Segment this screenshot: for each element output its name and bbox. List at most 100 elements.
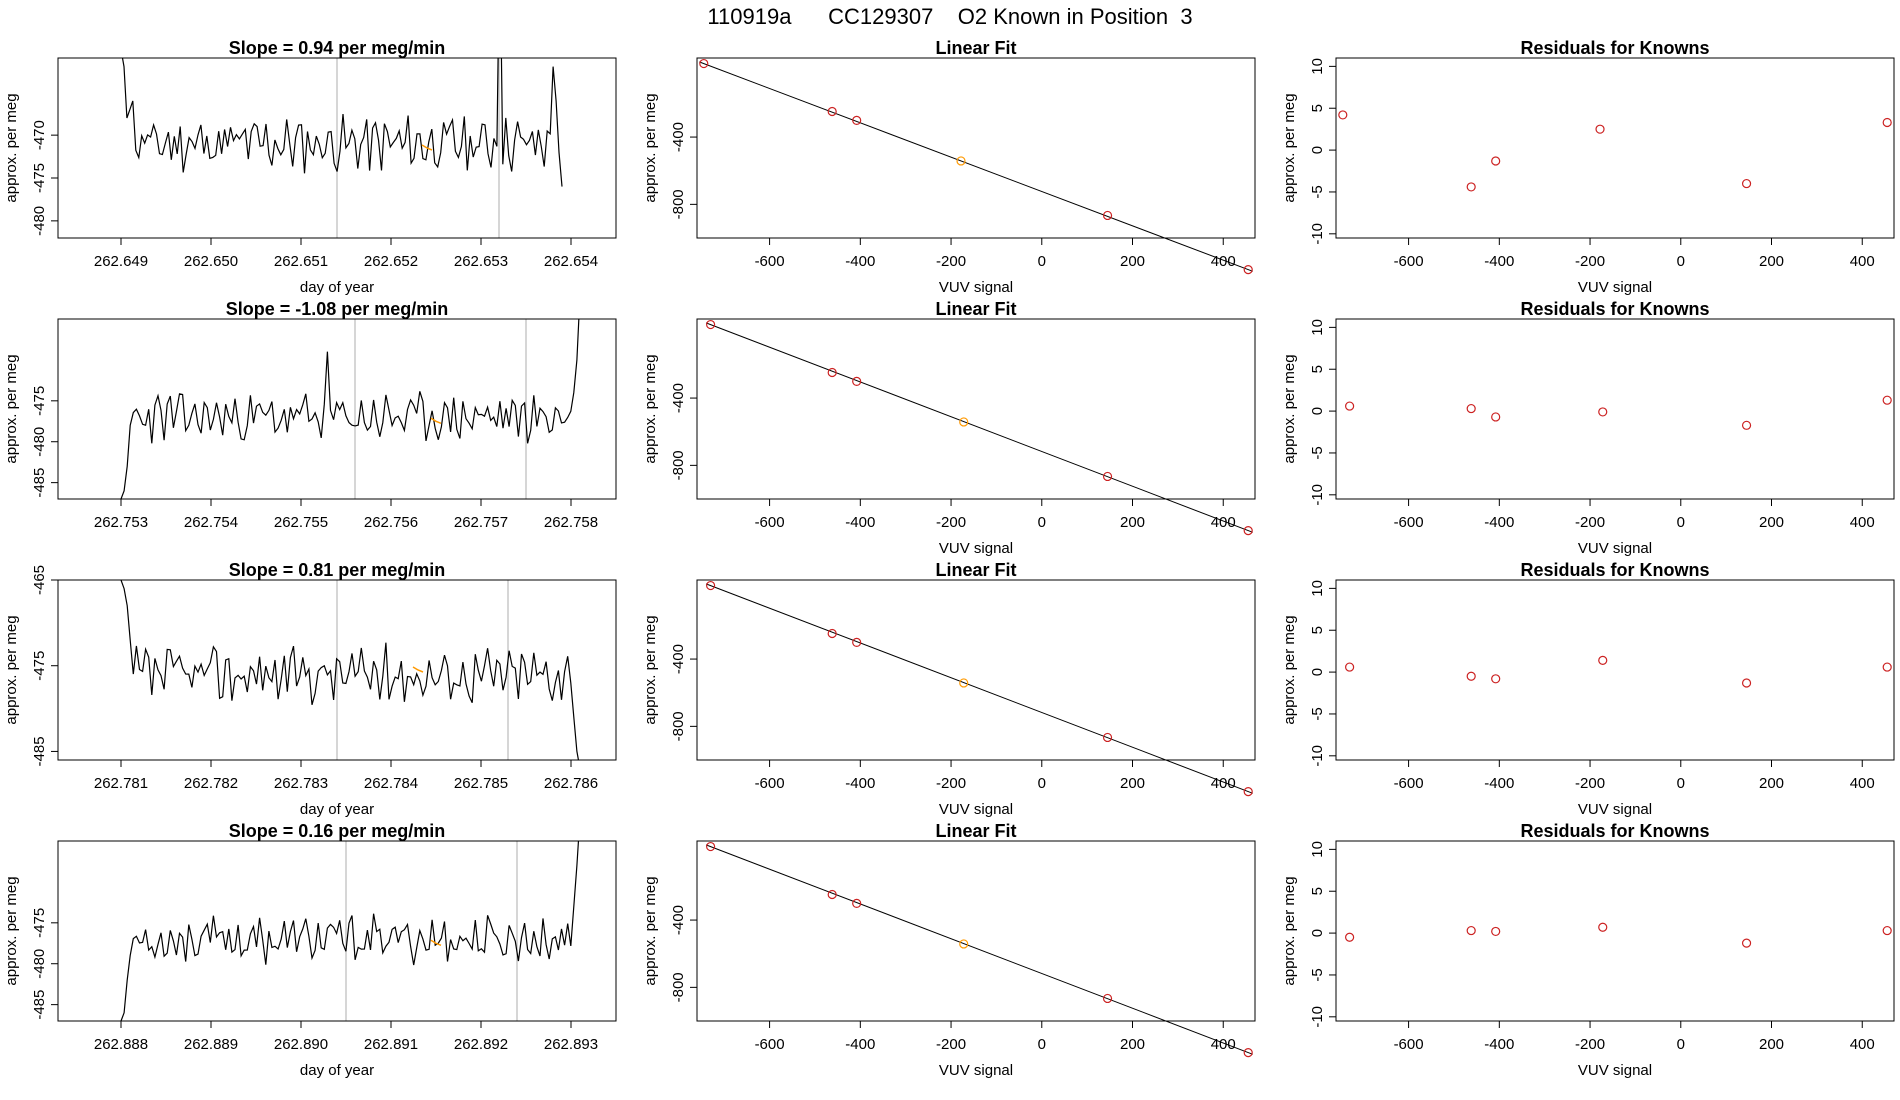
y-tick-label: 0 [1309, 146, 1326, 154]
x-tick-label: 400 [1211, 514, 1236, 531]
y-tick-label: 5 [1309, 887, 1326, 895]
residual-point [1882, 662, 1892, 672]
x-tick-label: 262.783 [274, 775, 328, 792]
x-tick-label: 400 [1850, 775, 1875, 792]
residual-point [1466, 671, 1476, 681]
x-tick-label: -200 [1575, 514, 1605, 531]
x-tick-label: 262.784 [364, 775, 418, 792]
panel-title: Slope = -1.08 per meg/min [226, 299, 449, 319]
y-tick-label: 10 [1309, 580, 1326, 597]
y-tick-label: 5 [1309, 365, 1326, 373]
x-tick-label: 400 [1211, 775, 1236, 792]
x-tick-label: 262.893 [544, 1036, 598, 1053]
residual-point [1491, 674, 1501, 684]
panel-title: Residuals for Knowns [1520, 560, 1709, 580]
panel-title: Slope = 0.94 per meg/min [229, 38, 446, 58]
y-tick-label: -475 [31, 386, 48, 416]
x-tick-label: 262.892 [454, 1036, 508, 1053]
x-tick-label: -200 [936, 1036, 966, 1053]
y-tick-label: -475 [31, 163, 48, 193]
residual-point [1598, 655, 1608, 665]
x-tick-label: 262.891 [364, 1036, 418, 1053]
data-point [852, 115, 862, 126]
y-tick-label: -475 [31, 908, 48, 938]
data-point [959, 417, 969, 427]
residual-point [1741, 178, 1752, 189]
data-point [827, 106, 837, 117]
data-point [1243, 265, 1253, 275]
plot-frame [57, 840, 617, 1022]
mean-marker [430, 417, 442, 424]
x-tick-label: -200 [936, 514, 966, 531]
x-tick-label: 262.652 [364, 253, 418, 270]
x-tick-label: 0 [1677, 775, 1685, 792]
signal-trace-line [120, 841, 580, 1021]
x-tick-label: 400 [1211, 253, 1236, 270]
y-tick-label: -5 [1309, 968, 1326, 981]
y-tick-label: -470 [31, 120, 48, 150]
residual-point [1598, 407, 1608, 417]
time-series-panel: Slope = 0.81 per meg/min day of year appro… [3, 560, 617, 818]
y-tick-label: -465 [31, 565, 48, 595]
y-axis-label: approx. per meg [642, 93, 659, 202]
x-tick-label: 262.654 [544, 253, 598, 270]
x-tick-label: -400 [1484, 514, 1514, 531]
fit-line [705, 322, 1253, 533]
y-tick-label: -10 [1309, 745, 1326, 767]
x-tick-label: -400 [1484, 1036, 1514, 1053]
residual-point [1595, 124, 1605, 134]
y-tick-label: -800 [670, 450, 687, 480]
y-tick-label: -480 [31, 206, 48, 236]
residual-point [1741, 420, 1752, 430]
x-tick-label: 262.756 [364, 514, 418, 531]
x-tick-label: 400 [1211, 1036, 1236, 1053]
x-tick-label: 0 [1038, 514, 1046, 531]
mean-marker [412, 666, 424, 673]
fit-line [705, 844, 1253, 1055]
data-point [852, 637, 862, 648]
mean-marker [421, 144, 433, 151]
x-axis-label: VUV signal [1578, 801, 1652, 818]
x-tick-label: 200 [1759, 1036, 1784, 1053]
x-tick-label: 262.758 [544, 514, 598, 531]
data-point [706, 580, 716, 591]
y-tick-label: -485 [31, 990, 48, 1020]
y-tick-label: -480 [31, 427, 48, 457]
residuals-panel: Residuals for Knowns VUV signal approx. pe… [1281, 38, 1895, 296]
x-tick-label: 200 [1120, 1036, 1145, 1053]
x-axis-label: day of year [300, 1062, 374, 1079]
y-axis-label: approx. per meg [1281, 876, 1298, 985]
x-tick-label: -200 [936, 253, 966, 270]
x-tick-label: -200 [1575, 253, 1605, 270]
y-axis-label: approx. per meg [642, 354, 659, 463]
y-tick-label: -5 [1309, 446, 1326, 459]
residual-point [1491, 156, 1501, 166]
plot-frame [696, 579, 1256, 761]
residuals-panel: Residuals for Knowns VUV signal approx. pe… [1281, 560, 1895, 818]
panel-title: Slope = 0.16 per meg/min [229, 821, 446, 841]
y-tick-label: 10 [1309, 319, 1326, 336]
panel-title: Residuals for Knowns [1520, 821, 1709, 841]
linear-fit-panel: Linear Fit VUV signal approx. per meg -600 -… [642, 38, 1256, 296]
plot-frame [1335, 318, 1895, 500]
residual-point [1466, 403, 1476, 414]
panel-title: Linear Fit [935, 560, 1016, 580]
x-tick-label: -600 [1394, 1036, 1424, 1053]
plot-frame [1335, 579, 1895, 761]
data-point [852, 898, 862, 909]
y-tick-label: -400 [670, 644, 687, 674]
y-tick-label: -485 [31, 468, 48, 498]
data-point [706, 841, 716, 852]
y-tick-label: -10 [1309, 223, 1326, 245]
x-tick-label: -400 [845, 514, 875, 531]
x-tick-label: 262.786 [544, 775, 598, 792]
fit-line [705, 583, 1253, 794]
residual-point [1491, 412, 1501, 422]
signal-trace-line [120, 319, 580, 499]
plot-frame [1335, 57, 1895, 239]
x-tick-label: 262.781 [94, 775, 148, 792]
linear-fit-panel: Linear Fit VUV signal approx. per meg -600 -… [642, 299, 1256, 557]
x-tick-label: 262.757 [454, 514, 508, 531]
x-axis-label: VUV signal [1578, 540, 1652, 557]
plot-frame [696, 57, 1256, 239]
